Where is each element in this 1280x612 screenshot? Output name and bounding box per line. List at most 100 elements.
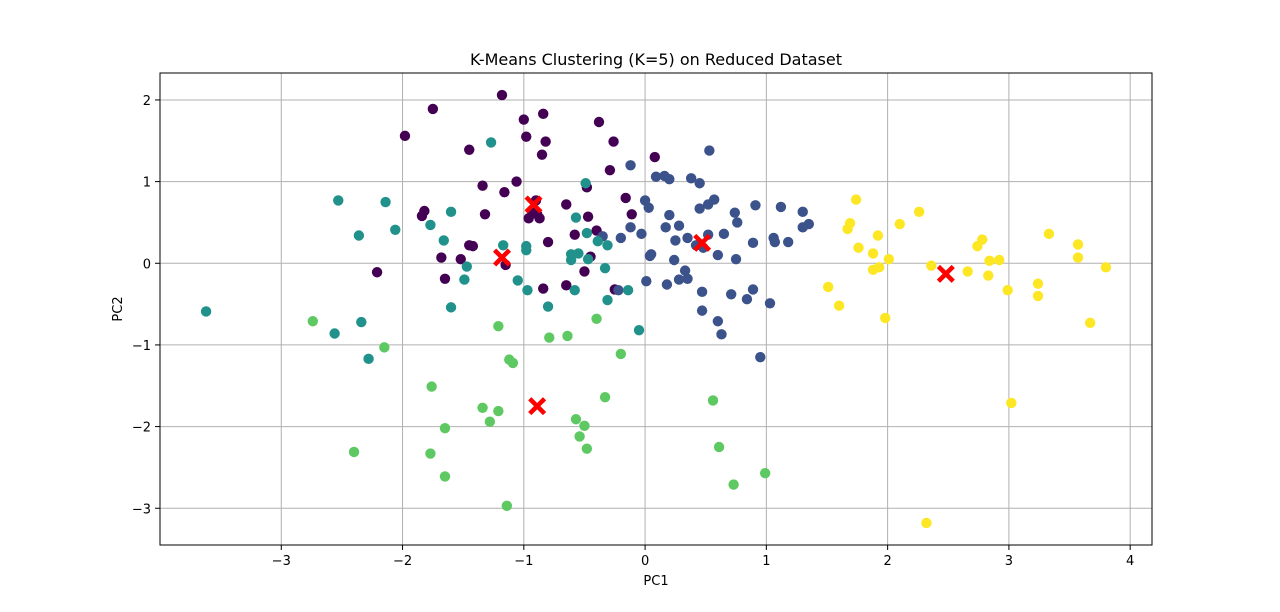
x-tick-label: −3 [272, 554, 291, 569]
scatter-point [853, 242, 864, 253]
scatter-point [363, 353, 374, 365]
scatter-point [445, 206, 457, 218]
scatter-point [380, 196, 391, 208]
scatter-point [625, 222, 636, 233]
scatter-point [439, 273, 451, 284]
scatter-point [894, 218, 905, 230]
scatter-point [682, 273, 693, 284]
scatter-point [993, 254, 1005, 266]
x-tick-label: 2 [883, 554, 891, 569]
scatter-point [608, 136, 619, 147]
x-tick-label: 3 [1005, 554, 1013, 569]
y-axis-label: PC2 [111, 296, 126, 321]
scatter-point [485, 137, 497, 148]
scatter-point [467, 240, 479, 252]
scatter-point [562, 330, 573, 342]
scatter-point [649, 151, 660, 163]
centroid-marker [524, 195, 543, 214]
scatter-point [579, 266, 590, 277]
scatter-point [307, 316, 319, 327]
scatter-point [696, 305, 708, 316]
scatter-point [962, 266, 973, 277]
scatter-point [379, 342, 390, 353]
scatter-point [602, 294, 613, 306]
scatter-point [694, 203, 705, 214]
scatter-point [661, 279, 673, 290]
y-tick-label: 1 [143, 176, 151, 191]
chart-title: K-Means Clustering (K=5) on Reduced Data… [470, 50, 842, 69]
scatter-point [782, 236, 794, 248]
scatter-point [599, 262, 611, 274]
scatter-point [850, 194, 862, 205]
scatter-point [613, 285, 624, 296]
axis-ticks: −3 −2 −1 0 1 2 3 4 −3 −2 −1 0 1 2 [132, 94, 1134, 569]
scatter-point [569, 229, 580, 240]
scatter-point [579, 420, 590, 431]
scatter-point [633, 325, 645, 336]
scatter-point [668, 254, 680, 266]
scatter-point [477, 402, 488, 414]
scatter-point [732, 217, 743, 228]
scatter-point [592, 236, 603, 247]
scatter-point [333, 195, 344, 206]
scatter-point [704, 145, 715, 156]
scatter-point [604, 164, 616, 176]
scatter-point [712, 316, 724, 327]
scatter-point [536, 149, 548, 160]
scatter-point [673, 274, 685, 285]
scatter-point [438, 235, 449, 246]
scatter-point [542, 301, 554, 312]
scatter-point [538, 283, 549, 294]
scatter-point [565, 254, 577, 266]
scatter-point [713, 441, 725, 453]
scatter-point [522, 285, 533, 296]
centroid-markers [492, 195, 955, 416]
scatter-point [797, 206, 808, 218]
scatter-point [670, 235, 681, 246]
scatter-point [712, 249, 724, 261]
y-tick-label: −2 [132, 421, 151, 436]
scatter-point [660, 222, 671, 233]
scatter-point [518, 114, 530, 125]
scatter-point [542, 236, 554, 248]
scatter-point [707, 395, 719, 406]
scatter-point [679, 265, 691, 276]
centroid-marker [693, 233, 712, 252]
scatter-point [561, 199, 572, 210]
scatter-point [544, 332, 555, 343]
scatter-points [200, 89, 1112, 529]
scatter-point [730, 253, 742, 265]
scatter-point [426, 381, 437, 392]
scatter-point [484, 416, 496, 427]
scatter-point [593, 116, 605, 128]
x-tick-label: −1 [514, 554, 533, 569]
scatter-point [984, 255, 995, 267]
scatter-point [615, 232, 627, 244]
scatter-point [582, 211, 594, 222]
scatter-point [626, 209, 637, 220]
scatter-point [570, 414, 582, 425]
plot-frame [159, 72, 1153, 546]
scatter-point [540, 136, 551, 147]
x-tick-label: 1 [762, 554, 770, 569]
scatter-point [353, 230, 365, 241]
scatter-point [645, 249, 657, 260]
scatter-point [823, 281, 834, 293]
scatter-point [625, 160, 636, 171]
scatter-point [615, 348, 627, 360]
scatter-point [574, 431, 585, 442]
centroid-marker [528, 397, 547, 416]
scatter-point [650, 171, 662, 182]
x-tick-label: 0 [641, 554, 649, 569]
scatter-point [1032, 290, 1044, 302]
scatter-point [599, 391, 611, 403]
scatter-point [570, 212, 582, 223]
x-tick-label: 4 [1126, 554, 1134, 569]
scatter-point [741, 294, 753, 305]
scatter-point [439, 471, 451, 482]
scatter-point [685, 173, 697, 184]
scatter-point [538, 108, 549, 120]
scatter-point [1084, 317, 1096, 329]
scatter-point [769, 236, 781, 248]
scatter-point [983, 270, 994, 281]
